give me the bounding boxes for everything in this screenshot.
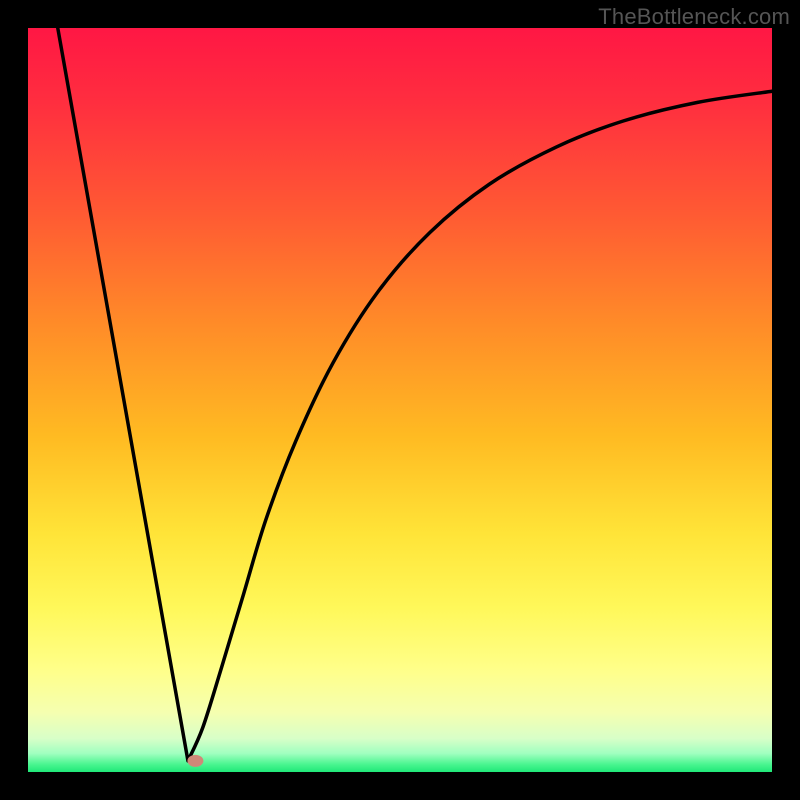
chart-container: TheBottleneck.com (0, 0, 800, 800)
bottleneck-chart (0, 0, 800, 800)
optimal-point-marker (187, 755, 203, 767)
watermark-text: TheBottleneck.com (598, 4, 790, 30)
plot-background (28, 28, 772, 772)
